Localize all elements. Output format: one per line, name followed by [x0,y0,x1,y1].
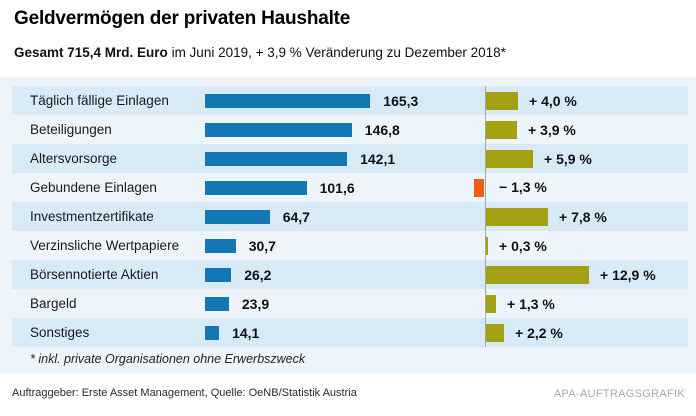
change-label: + 0,3 % [499,237,547,254]
chart-row: Verzinsliche Wertpapiere 30,7 + 0,3 % [12,231,688,260]
value-bar [205,151,348,166]
value-bar-group: 26,2 [205,260,271,289]
value-bar-group: 165,3 [205,86,418,115]
value-label: 26,2 [244,266,272,283]
footnote: * inkl. private Organisationen ohne Erwe… [30,352,306,366]
change-bar-group: + 7,8 % [486,202,607,231]
change-label: + 2,2 % [515,324,563,341]
change-label: + 12,9 % [600,266,656,283]
value-bar [205,267,232,282]
value-bar-group: 142,1 [205,144,395,173]
change-label: + 1,3 % [507,295,555,312]
value-label: 64,7 [282,208,310,225]
value-bar-group: 30,7 [205,231,276,260]
change-bar-group: + 4,0 % [486,86,577,115]
change-bar-positive [486,265,589,284]
value-label: 165,3 [383,92,419,109]
chart-rows: Täglich fällige Einlagen 165,3 + 4,0 % Bete… [12,86,688,347]
value-bar [205,93,371,108]
change-bar-group: + 2,2 % [486,318,563,347]
change-label: − 1,3 % [499,179,547,195]
value-bar-group: 64,7 [205,202,310,231]
change-label: + 7,8 % [559,208,607,225]
value-label: 142,1 [360,150,396,167]
change-bar-positive [486,323,504,342]
change-bar-group: + 12,9 % [486,260,656,289]
value-bar-group: 14,1 [205,318,259,347]
value-bar-group: 146,8 [205,115,400,144]
change-bar-positive [486,120,517,139]
apa-brand-label: APA-AUFTRAGSGRAFIK [553,388,685,400]
change-label: + 3,9 % [528,121,576,138]
change-bar-positive [486,294,496,313]
value-bar [205,209,270,224]
subtitle-total: Gesamt 715,4 Mrd. Euro [14,45,168,60]
chart-row: Täglich fällige Einlagen 165,3 + 4,0 % [12,86,688,115]
change-bar-positive [486,149,533,168]
change-bar-positive [486,207,548,226]
chart-row: Sonstiges 14,1 + 2,2 % [12,318,688,347]
value-bar [205,296,229,311]
page-title: Geldvermögen der privaten Haushalte [14,8,351,29]
chart-row: Beteiligungen 146,8 + 3,9 % [12,115,688,144]
change-label: + 4,0 % [529,92,577,109]
chart-area: Täglich fällige Einlagen 165,3 + 4,0 % Bete… [0,77,696,374]
value-bar [205,325,220,340]
category-label: Bargeld [30,296,77,311]
value-bar [205,238,236,253]
change-bar-group: + 5,9 % [486,144,592,173]
change-bar-positive [486,236,488,255]
category-label: Beteiligungen [30,122,112,137]
source-credits: Auftraggeber: Erste Asset Management, Qu… [12,387,357,399]
value-label: 30,7 [248,237,276,254]
chart-row: Gebundene Einlagen 101,6 − 1,3 % [12,173,688,202]
chart-row: Bargeld 23,9 + 1,3 % [12,289,688,318]
change-bar-group: + 0,3 % [486,231,547,260]
value-bar [205,180,307,195]
value-bar [205,122,352,137]
subtitle-detail: im Juni 2019, + 3,9 % Veränderung zu Dez… [167,45,506,60]
value-label: 146,8 [364,121,400,138]
value-bar-group: 101,6 [205,173,355,202]
category-label: Investmentzertifikate [30,209,154,224]
change-bar-group: + 3,9 % [486,115,576,144]
category-label: Sonstiges [30,325,90,340]
value-label: 101,6 [319,179,355,196]
chart-row: Investmentzertifikate 64,7 + 7,8 % [12,202,688,231]
value-label: 14,1 [232,324,260,341]
change-label: + 5,9 % [544,150,592,167]
value-bar-group: 23,9 [205,289,269,318]
value-label: 23,9 [241,295,270,312]
change-bar-group: + 1,3 % [486,289,555,318]
chart-subtitle: Gesamt 715,4 Mrd. Euro im Juni 2019, + 3… [14,45,506,60]
category-label: Täglich fällige Einlagen [30,93,169,108]
percent-axis-line [485,86,486,347]
chart-row: Börsennotierte Aktien 26,2 + 12,9 % [12,260,688,289]
category-label: Altersvorsorge [30,151,118,166]
change-bar-negative [474,178,484,197]
change-bar-positive [486,91,518,110]
category-label: Verzinsliche Wertpapiere [30,238,180,253]
category-label: Börsennotierte Aktien [30,267,159,282]
category-label: Gebundene Einlagen [30,180,157,195]
chart-row: Altersvorsorge 142,1 + 5,9 % [12,144,688,173]
